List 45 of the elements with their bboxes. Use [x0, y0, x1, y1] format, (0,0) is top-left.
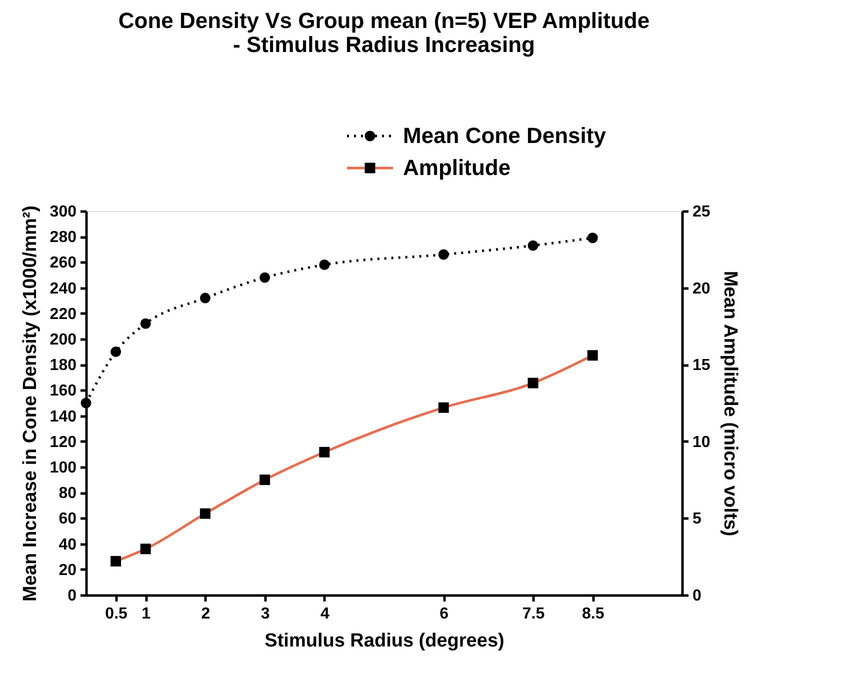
- y2-tick-label: 0: [692, 588, 702, 604]
- y2-tick-label: 20: [692, 280, 710, 298]
- x-tick-label: 2: [201, 606, 210, 622]
- x-tick-label: 1: [142, 606, 151, 622]
- y-tick-label: 220: [50, 306, 77, 323]
- y-tick-label: 160: [50, 382, 77, 400]
- y-tick-label: 200: [50, 332, 77, 348]
- y-tick-label: 300: [50, 204, 77, 220]
- legend-label: Amplitude: [403, 155, 511, 180]
- x-tick-label: 7.5: [522, 606, 545, 622]
- point: [80, 398, 92, 408]
- y-axis-title: Mean Increase in Cone Density (x1000/mm²): [20, 206, 41, 602]
- y-tick-label: 280: [50, 229, 77, 246]
- x-axis-title: Stimulus Radius (degrees): [264, 630, 504, 652]
- y-tick-label: 80: [58, 485, 77, 502]
- y-tick-label: 20: [58, 562, 77, 579]
- y-tick-label: 140: [50, 408, 77, 426]
- point: [260, 272, 270, 283]
- x-tick-label: 8.5: [582, 606, 604, 622]
- point: [140, 318, 151, 329]
- x-tick-label: 6: [440, 606, 449, 622]
- point: [587, 232, 598, 244]
- x-tick-label: 0.5: [105, 606, 128, 622]
- x-tick-label: 3: [260, 606, 270, 622]
- y-tick-label: 60: [58, 510, 77, 528]
- y-tick-label: 180: [50, 357, 77, 374]
- y-tick-label: 240: [50, 280, 77, 298]
- legend-label: Mean Cone Density: [403, 123, 607, 148]
- x-tick-label: 4: [320, 606, 330, 622]
- y2-tick-label: 5: [692, 510, 702, 528]
- point: [319, 260, 330, 270]
- y-tick-label: 40: [58, 536, 77, 554]
- y2-axis-title: Mean Amplitude (micro volts): [719, 270, 740, 536]
- point: [110, 346, 122, 358]
- y2-tick-label: 25: [692, 204, 710, 220]
- y2-tick-label: 10: [692, 434, 710, 451]
- y-tick-label: 120: [50, 434, 77, 451]
- y2-tick-label: 15: [692, 357, 710, 374]
- chart-title: Cone Density Vs Group mean (n=5) VEP Amplitude - Stimulus Radius Increasing: [118, 8, 650, 57]
- point: [200, 292, 210, 304]
- point: [528, 240, 538, 251]
- y-tick-label: 0: [68, 588, 77, 604]
- point: [438, 249, 449, 260]
- y-tick-label: 260: [50, 254, 77, 272]
- y-tick-label: 100: [50, 460, 77, 476]
